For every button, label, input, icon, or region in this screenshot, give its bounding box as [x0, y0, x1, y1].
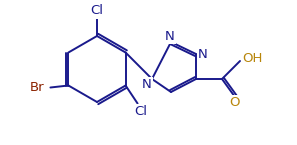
- Text: Br: Br: [30, 81, 45, 94]
- Text: OH: OH: [242, 52, 262, 66]
- Text: Cl: Cl: [91, 4, 103, 18]
- Text: O: O: [230, 97, 240, 109]
- Text: N: N: [165, 29, 175, 42]
- Text: N: N: [142, 78, 152, 91]
- Text: Cl: Cl: [134, 105, 147, 118]
- Text: N: N: [198, 48, 208, 60]
